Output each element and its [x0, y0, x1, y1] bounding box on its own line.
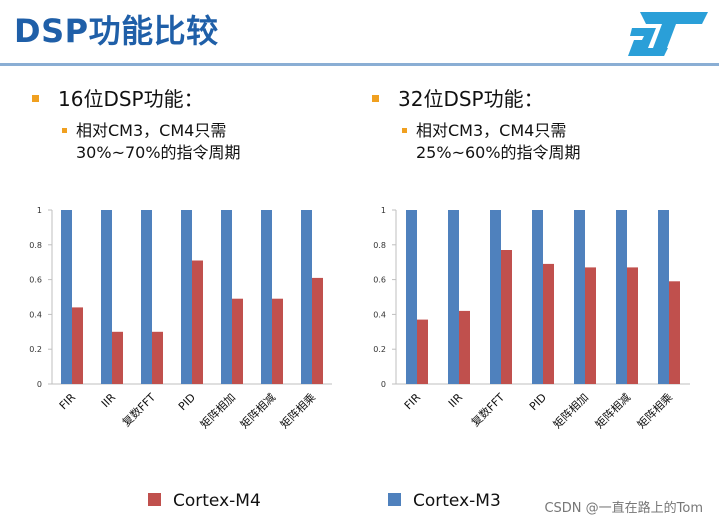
legend-swatch-m4 — [148, 492, 161, 506]
bar-m3-6 — [658, 210, 669, 384]
legend-cortex-m4: Cortex-M4 — [148, 490, 261, 512]
st-logo-icon — [628, 12, 708, 56]
category-label-3: PID — [176, 391, 198, 413]
bar-m3-6 — [301, 210, 312, 384]
title-rule — [0, 63, 719, 66]
y-tick-label: 0.4 — [29, 310, 42, 319]
bar-m3-1 — [101, 210, 112, 384]
bar-m4-4 — [585, 267, 596, 384]
square-bullet-icon — [62, 128, 67, 133]
y-tick-label: 0.8 — [373, 241, 386, 250]
category-label-5: 矩阵相减 — [237, 390, 278, 431]
bar-m4-3 — [543, 263, 554, 384]
bar-m4-2 — [501, 250, 512, 384]
square-bullet-icon — [402, 128, 407, 133]
legend-cortex-m3: Cortex-M3 — [388, 490, 501, 512]
bar-m4-0 — [72, 307, 83, 384]
legend-label-m4: Cortex-M4 — [173, 491, 261, 511]
right-bullet-1: 32位DSP功能： — [372, 86, 581, 112]
bar-m4-6 — [669, 281, 680, 384]
bar-m3-2 — [141, 210, 152, 384]
category-label-2: 复数FFT — [468, 390, 507, 429]
bar-m3-3 — [532, 210, 543, 384]
bar-m3-0 — [406, 210, 417, 384]
category-label-1: IIR — [446, 391, 465, 410]
category-label-2: 复数FFT — [119, 390, 158, 429]
right-text-block: 32位DSP功能： 相对CM3，CM4只需 25%~60%的指令周期 — [372, 86, 581, 164]
right-bullet-1-text: 32位DSP功能： — [398, 87, 544, 111]
left-bullet-1-text: 16位DSP功能： — [58, 87, 204, 111]
square-bullet-icon — [372, 95, 379, 102]
legend-swatch-m3 — [388, 492, 401, 506]
left-bullet-2-line2: 30%~70%的指令周期 — [76, 143, 241, 162]
bar-m4-2 — [152, 331, 163, 384]
slide-title: DSP功能比较 — [14, 12, 219, 50]
category-label-0: FIR — [57, 391, 79, 413]
category-label-4: 矩阵相加 — [550, 390, 591, 431]
bar-m4-0 — [417, 319, 428, 384]
y-tick-label: 1 — [37, 206, 42, 215]
bar-m3-5 — [261, 210, 272, 384]
chart-32bit: 0 0.2 0.4 0.6 0.8 1 FIR IIR 复数FFT PID 矩阵相加 矩阵相减 矩阵相乘 — [373, 206, 690, 431]
left-text-block: 16位DSP功能： 相对CM3，CM4只需 30%~70%的指令周期 — [32, 86, 241, 164]
category-label-5: 矩阵相减 — [592, 390, 633, 431]
y-tick-label: 0.8 — [29, 241, 42, 250]
category-label-1: IIR — [99, 391, 118, 410]
category-label-3: PID — [527, 391, 549, 413]
right-bullet-2-line2: 25%~60%的指令周期 — [416, 143, 581, 162]
y-tick-label: 0.2 — [373, 345, 386, 354]
left-bullet-1: 16位DSP功能： — [32, 86, 241, 112]
bar-m3-1 — [448, 210, 459, 384]
bar-m4-1 — [112, 331, 123, 384]
bar-m3-4 — [221, 210, 232, 384]
y-tick-label: 0.2 — [29, 345, 42, 354]
bar-m3-2 — [490, 210, 501, 384]
bar-m4-5 — [272, 298, 283, 384]
y-tick-label: 0.6 — [373, 276, 386, 285]
watermark: CSDN @一直在路上的Tom — [544, 501, 703, 516]
bar-m4-4 — [232, 298, 243, 384]
left-bullet-2: 相对CM3，CM4只需 30%~70%的指令周期 — [32, 120, 241, 164]
right-bullet-2-line1: 相对CM3，CM4只需 — [416, 121, 567, 140]
y-tick-label: 0.6 — [29, 276, 42, 285]
bar-m4-1 — [459, 310, 470, 384]
chart-16bit: 0 0.2 0.4 0.6 0.8 1 FIR IIR 复数FFT PID 矩阵相加 矩阵相减 矩阵相乘 — [29, 206, 332, 431]
bar-m4-3 — [192, 260, 203, 384]
category-label-6: 矩阵相乘 — [277, 390, 318, 431]
y-tick-label: 0.4 — [373, 310, 386, 319]
y-tick-label: 0 — [381, 380, 386, 389]
bar-m4-5 — [627, 267, 638, 384]
left-bullet-2-line1: 相对CM3，CM4只需 — [76, 121, 227, 140]
category-label-6: 矩阵相乘 — [634, 390, 675, 431]
legend-label-m3: Cortex-M3 — [413, 491, 501, 511]
bar-m3-0 — [61, 210, 72, 384]
bar-m3-5 — [616, 210, 627, 384]
y-tick-label: 0 — [37, 380, 42, 389]
bar-m3-4 — [574, 210, 585, 384]
y-tick-label: 1 — [381, 206, 386, 215]
category-label-0: FIR — [402, 391, 424, 413]
category-label-4: 矩阵相加 — [197, 390, 238, 431]
bar-m4-6 — [312, 277, 323, 384]
bar-m3-3 — [181, 210, 192, 384]
right-bullet-2: 相对CM3，CM4只需 25%~60%的指令周期 — [372, 120, 581, 164]
square-bullet-icon — [32, 95, 39, 102]
